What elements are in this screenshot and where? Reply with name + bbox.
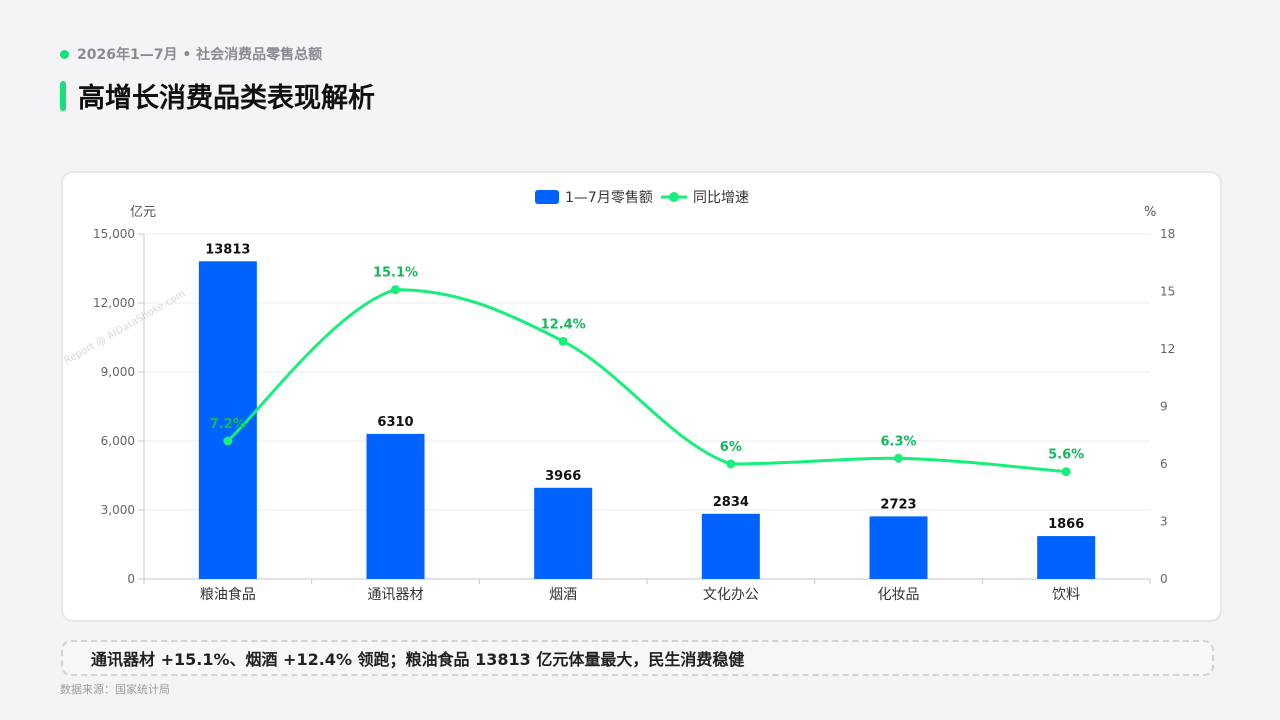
page-title: 高增长消费品类表现解析: [78, 83, 375, 114]
bar: [366, 433, 425, 579]
growth-rate-point: [391, 285, 400, 295]
x-tick-label: 化妆品: [878, 587, 920, 603]
bar-value-label: 2723: [880, 497, 916, 512]
y-left-tick-label: 6,000: [101, 434, 135, 448]
y-right-tick-label: 15: [1160, 285, 1175, 299]
y-right-axis-label: %: [1144, 205, 1156, 220]
x-tick-label: 粮油食品: [200, 586, 256, 603]
bar-value-label: 1866: [1048, 517, 1084, 532]
growth-rate-label: 12.4%: [541, 317, 586, 332]
conclusion-box: 通讯器材 +15.1%、烟酒 +12.4% 领跑；粮油食品 13813 亿元体量…: [61, 640, 1214, 676]
y-left-tick-label: 0: [127, 572, 135, 586]
title-accent-bar: [60, 80, 66, 111]
growth-rate-point: [726, 459, 736, 469]
y-right-tick-label: 12: [1160, 342, 1175, 356]
x-tick-label: 通讯器材: [368, 587, 424, 603]
chart-card: 0 3,000 6,000 9,000 12,000 15,000 0 3 6 9 12 15 18 亿元…: [61, 171, 1222, 622]
bar-value-label: 3966: [545, 469, 581, 484]
legend-line-marker: [669, 192, 679, 202]
y-left-tick-label: 9,000: [101, 365, 135, 379]
y-left-tick-label: 3,000: [101, 503, 135, 517]
growth-rate-point: [558, 336, 568, 346]
bar: [701, 513, 760, 579]
legend-bar-label: 1—7月零售额: [565, 190, 653, 206]
growth-rate-label: 6.3%: [880, 434, 916, 449]
x-tick-label: 饮料: [1052, 587, 1080, 603]
y-left-tick-label: 15,000: [93, 227, 135, 241]
growth-rate-point: [1061, 467, 1071, 477]
growth-rate-label: 6%: [720, 440, 742, 455]
growth-rate-label: 5.6%: [1048, 448, 1084, 463]
growth-rate-label: 7.2%: [210, 417, 246, 432]
title-row: 高增长消费品类表现解析: [60, 76, 375, 115]
x-tick-label: 烟酒: [549, 587, 577, 603]
kicker-dot: [60, 49, 69, 59]
bar-value-label: 2834: [713, 495, 749, 510]
x-tick-label: 文化办公: [703, 587, 759, 603]
y-left-tick-label: 12,000: [93, 296, 135, 310]
growth-rate-point: [223, 436, 233, 446]
growth-rate-label: 15.1%: [373, 266, 418, 281]
bar: [1037, 536, 1096, 579]
bar-value-label: 13813: [205, 242, 250, 257]
legend-bar-swatch: [535, 190, 559, 204]
kicker-text: 2026年1—7月 • 社会消费品零售总额: [77, 47, 323, 63]
growth-rate-line: [226, 288, 1067, 474]
y-right-tick-label: 3: [1160, 515, 1168, 529]
bar-value-label: 6310: [377, 415, 413, 430]
combo-chart: 0 3,000 6,000 9,000 12,000 15,000 0 3 6 9 12 15 18 亿元…: [93, 190, 1175, 603]
y-right-tick-label: 9: [1160, 400, 1168, 414]
y-right-tick-label: 0: [1160, 572, 1168, 586]
y-right-tick-label: 18: [1160, 227, 1175, 241]
legend-line-label: 同比增速: [693, 190, 749, 206]
source-note: 数据来源：国家统计局: [60, 683, 170, 696]
y-right-tick-label: 6: [1160, 457, 1168, 471]
y-left-axis-label: 亿元: [130, 205, 156, 220]
conclusion-text: 通讯器材 +15.1%、烟酒 +12.4% 领跑；粮油食品 13813 亿元体量…: [91, 650, 745, 669]
bar: [869, 516, 928, 579]
kicker: 2026年1—7月 • 社会消费品零售总额: [60, 44, 322, 64]
growth-rate-point: [894, 453, 903, 463]
bar: [534, 487, 593, 579]
